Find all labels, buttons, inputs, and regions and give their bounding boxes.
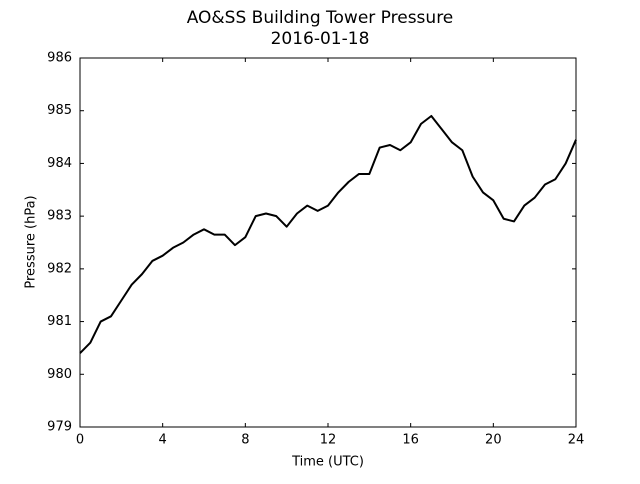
y-tick-label: 986 <box>47 51 72 66</box>
x-tick-label: 16 <box>402 433 419 448</box>
chart-title: AO&SS Building Tower Pressure <box>187 8 454 28</box>
y-tick-label: 983 <box>47 209 72 224</box>
y-axis-label: Pressure (hPa) <box>24 195 39 288</box>
plot-frame <box>79 57 577 428</box>
x-tick-label: 4 <box>159 433 167 448</box>
y-tick-label: 979 <box>47 420 72 435</box>
y-tick-label: 981 <box>47 314 72 329</box>
x-tick-label: 0 <box>76 433 84 448</box>
x-tick-label: 8 <box>241 433 249 448</box>
y-tick-label: 985 <box>47 103 72 118</box>
x-tick-label: 24 <box>568 433 585 448</box>
line-series <box>79 114 577 354</box>
x-axis-label: Time (UTC) <box>291 455 364 470</box>
x-tick-label: 12 <box>320 433 337 448</box>
y-tick-label: 982 <box>47 261 72 276</box>
y-tick-label: 984 <box>47 156 72 171</box>
chart-subtitle: 2016-01-18 <box>271 29 370 49</box>
y-tick-label: 980 <box>47 367 72 382</box>
x-tick-label: 20 <box>485 433 502 448</box>
